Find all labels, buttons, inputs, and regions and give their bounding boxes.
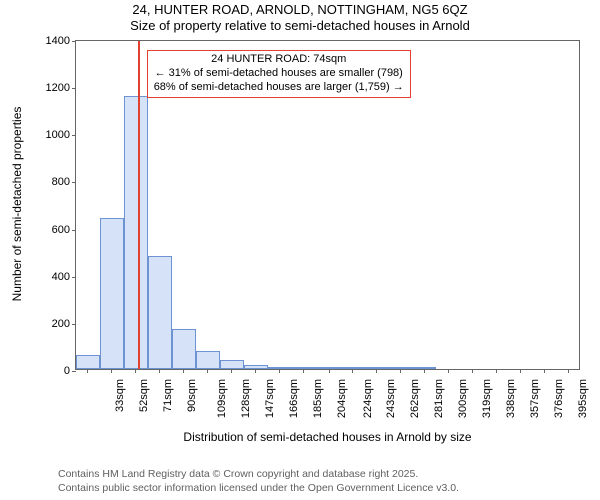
x-tick-label: 338sqm (506, 379, 518, 418)
x-tick-label: 300sqm (458, 379, 470, 418)
annotation-line-1: 24 HUNTER ROAD: 74sqm (154, 53, 404, 67)
x-tick-label: 52sqm (138, 379, 150, 412)
x-tick-label: 71sqm (162, 379, 174, 412)
annotation-line-2: ← 31% of semi-detached houses are smalle… (154, 67, 404, 81)
x-tick-mark (135, 369, 136, 373)
histogram-bar (100, 218, 124, 369)
plot-area: 020040060080010001200140033sqm52sqm71sqm… (75, 40, 580, 370)
y-tick-mark (72, 230, 76, 231)
x-tick-label: 395sqm (578, 379, 590, 418)
y-tick-mark (72, 324, 76, 325)
histogram-bar (220, 360, 244, 369)
x-tick-mark (472, 369, 473, 373)
annotation-box: 24 HUNTER ROAD: 74sqm← 31% of semi-detac… (147, 50, 411, 97)
y-tick-mark (72, 41, 76, 42)
histogram-bar (364, 367, 388, 369)
x-tick-label: 33sqm (114, 379, 126, 412)
title-line-1: 24, HUNTER ROAD, ARNOLD, NOTTINGHAM, NG5… (0, 2, 600, 18)
histogram-bar (268, 367, 292, 369)
x-tick-label: 128sqm (240, 379, 252, 418)
x-tick-mark (159, 369, 160, 373)
annotation-line-3: 68% of semi-detached houses are larger (… (154, 81, 404, 95)
x-tick-label: 376sqm (554, 379, 566, 418)
y-tick-mark (72, 88, 76, 89)
histogram-bar (76, 355, 100, 369)
x-tick-mark (303, 369, 304, 373)
x-tick-mark (352, 369, 353, 373)
reference-line (138, 41, 140, 369)
attribution-footer: Contains HM Land Registry data © Crown c… (58, 468, 459, 495)
x-tick-mark (255, 369, 256, 373)
title-line-2: Size of property relative to semi-detach… (0, 18, 600, 34)
x-tick-mark (183, 369, 184, 373)
x-tick-label: 166sqm (288, 379, 300, 418)
histogram-bar (172, 329, 196, 369)
x-tick-label: 147sqm (264, 379, 276, 418)
x-tick-mark (424, 369, 425, 373)
x-tick-mark (520, 369, 521, 373)
footer-line-2: Contains public sector information licen… (58, 482, 459, 496)
y-tick-mark (72, 182, 76, 183)
histogram-bar (244, 365, 268, 369)
footer-line-1: Contains HM Land Registry data © Crown c… (58, 468, 459, 482)
x-axis-label: Distribution of semi-detached houses in … (75, 430, 580, 444)
histogram-bar (148, 256, 172, 369)
x-tick-label: 243sqm (386, 379, 398, 418)
x-tick-mark (329, 369, 330, 373)
y-tick-mark (72, 371, 76, 372)
histogram-bar (340, 367, 364, 369)
x-tick-label: 185sqm (312, 379, 324, 418)
y-tick-mark (72, 277, 76, 278)
x-tick-mark (111, 369, 112, 373)
x-tick-label: 204sqm (336, 379, 348, 418)
histogram-bar (124, 96, 148, 369)
x-tick-mark (207, 369, 208, 373)
x-tick-label: 357sqm (530, 379, 542, 418)
y-axis-label: Number of semi-detached properties (10, 104, 24, 304)
x-tick-label: 224sqm (362, 379, 374, 418)
x-tick-mark (568, 369, 569, 373)
histogram-bar (412, 367, 436, 369)
x-tick-mark (400, 369, 401, 373)
chart-title: 24, HUNTER ROAD, ARNOLD, NOTTINGHAM, NG5… (0, 2, 600, 35)
x-tick-mark (87, 369, 88, 373)
y-tick-mark (72, 135, 76, 136)
histogram-bar (388, 367, 412, 369)
x-tick-mark (544, 369, 545, 373)
x-tick-label: 281sqm (434, 379, 446, 418)
histogram-bar (316, 367, 340, 369)
x-tick-mark (448, 369, 449, 373)
x-tick-mark (279, 369, 280, 373)
x-tick-label: 109sqm (216, 379, 228, 418)
histogram-chart: 24, HUNTER ROAD, ARNOLD, NOTTINGHAM, NG5… (0, 0, 600, 500)
x-tick-label: 319sqm (482, 379, 494, 418)
x-tick-label: 90sqm (186, 379, 198, 412)
x-tick-mark (376, 369, 377, 373)
x-tick-mark (496, 369, 497, 373)
x-tick-label: 262sqm (410, 379, 422, 418)
histogram-bar (196, 351, 220, 369)
x-tick-mark (231, 369, 232, 373)
histogram-bar (292, 367, 316, 369)
